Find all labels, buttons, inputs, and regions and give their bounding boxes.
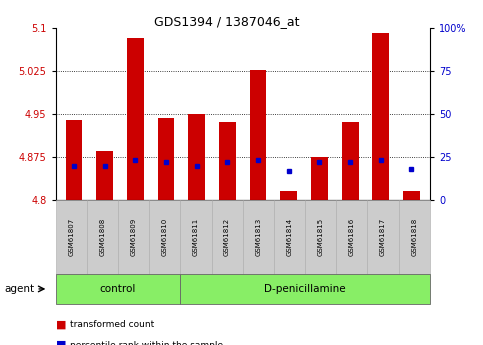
Text: GSM61812: GSM61812 (224, 218, 230, 256)
Text: ■: ■ (56, 319, 66, 329)
Text: transformed count: transformed count (70, 320, 154, 329)
Text: GSM61809: GSM61809 (130, 218, 137, 256)
Bar (127, 38, 144, 200)
Bar (219, 122, 236, 200)
Text: GSM61815: GSM61815 (318, 218, 324, 256)
Text: GSM61818: GSM61818 (411, 218, 417, 256)
Text: GSM61813: GSM61813 (256, 218, 261, 256)
Text: GSM61811: GSM61811 (193, 218, 199, 256)
Bar (372, 33, 389, 200)
Text: GSM61814: GSM61814 (286, 218, 293, 256)
Text: GSM61808: GSM61808 (99, 218, 105, 256)
Bar (250, 70, 267, 200)
Bar (96, 151, 113, 200)
Text: GSM61810: GSM61810 (162, 218, 168, 256)
Text: GSM61817: GSM61817 (380, 218, 386, 256)
Text: GDS1394 / 1387046_at: GDS1394 / 1387046_at (154, 16, 300, 29)
Text: agent: agent (5, 284, 35, 294)
Bar (157, 118, 174, 200)
Bar (66, 120, 83, 200)
Text: ■: ■ (56, 340, 66, 345)
Text: GSM61816: GSM61816 (349, 218, 355, 256)
Text: D-penicillamine: D-penicillamine (264, 284, 346, 294)
Bar (311, 157, 328, 200)
Bar (403, 191, 420, 200)
Bar (341, 122, 358, 200)
Text: percentile rank within the sample: percentile rank within the sample (70, 341, 223, 345)
Bar (188, 114, 205, 200)
Text: control: control (100, 284, 136, 294)
Text: GSM61807: GSM61807 (68, 218, 74, 256)
Bar (280, 191, 297, 200)
